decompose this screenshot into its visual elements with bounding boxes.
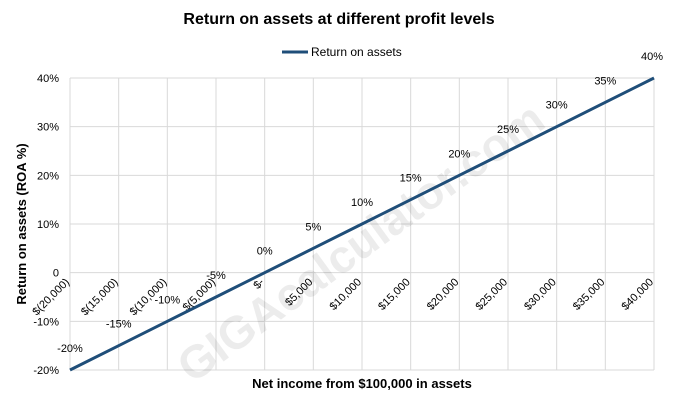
x-tick-label: $15,000 [376, 276, 413, 313]
y-tick-label: 30% [37, 122, 59, 134]
x-tick-label: $20,000 [425, 276, 462, 313]
y-tick-label: -10% [33, 316, 59, 328]
data-label: 30% [546, 100, 568, 112]
data-labels: -20% -15% -10% -5% 0% 5% 10% 15% 20% 25% 30% 35% 40% [57, 51, 663, 355]
data-label: 35% [594, 75, 616, 87]
series-line-return-on-assets [69, 76, 655, 372]
x-tick-label: $35,000 [571, 276, 608, 313]
y-axis-ticks: -20% -10% 0 10% 20% 30% 40% [33, 73, 59, 377]
y-tick-label: 10% [37, 219, 59, 231]
data-label: 25% [497, 124, 519, 136]
data-label: 20% [448, 148, 470, 160]
data-label: 40% [641, 51, 663, 63]
data-label: -10% [154, 294, 180, 306]
data-label: 5% [305, 221, 321, 233]
x-tick-label: $(15,000) [79, 276, 121, 318]
legend-label: Return on assets [311, 45, 402, 59]
data-label: 0% [257, 246, 273, 258]
x-tick-label: $25,000 [474, 276, 511, 313]
y-tick-label: 0 [53, 268, 59, 280]
y-tick-label: -20% [33, 365, 59, 377]
x-tick-label: $30,000 [522, 276, 559, 313]
y-tick-label: 20% [37, 170, 59, 182]
x-tick-label: $(20,000) [30, 276, 72, 318]
data-label: -20% [57, 343, 83, 355]
legend: Return on assets [282, 45, 402, 59]
data-label: -5% [206, 270, 226, 282]
data-label: -15% [106, 319, 132, 331]
data-label: 10% [351, 197, 373, 209]
data-label: 15% [400, 173, 422, 185]
y-axis-title: Return on assets (ROA %) [14, 143, 29, 304]
chart-title: Return on assets at different profit lev… [183, 11, 494, 28]
x-tick-label: $40,000 [620, 276, 657, 313]
watermark: GIGAcalculator.com [167, 92, 553, 393]
x-axis-title: Net income from $100,000 in assets [252, 376, 472, 391]
y-tick-label: 40% [37, 73, 59, 85]
